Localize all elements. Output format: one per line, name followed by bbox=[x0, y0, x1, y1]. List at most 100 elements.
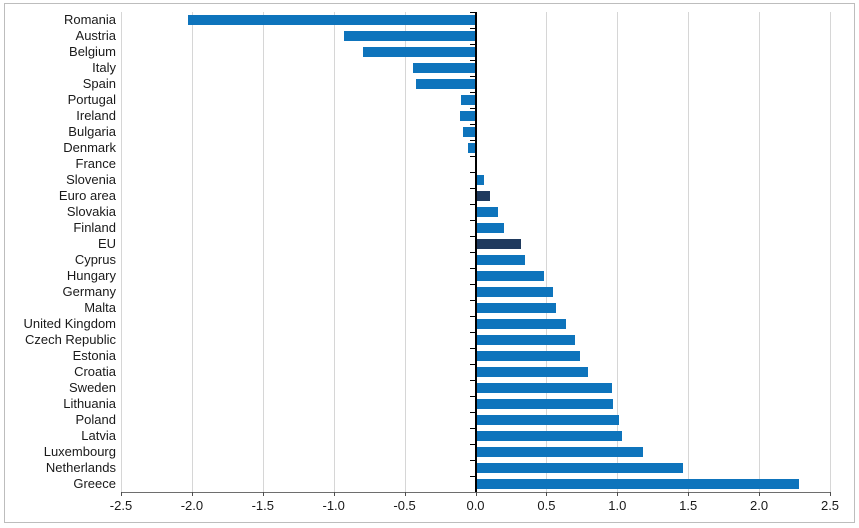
value-axis-tick-label: 1.0 bbox=[608, 498, 627, 513]
category-label: EU bbox=[97, 236, 116, 251]
category-label: Portugal bbox=[67, 92, 116, 107]
value-axis-tick-label: 0.5 bbox=[537, 498, 556, 513]
gridline bbox=[759, 12, 761, 492]
category-tick bbox=[469, 12, 475, 13]
bar bbox=[475, 303, 557, 313]
category-tick bbox=[469, 156, 475, 157]
category-label: Austria bbox=[75, 28, 116, 43]
gridline bbox=[617, 12, 619, 492]
value-axis-tick bbox=[830, 492, 831, 496]
value-axis-tick-label: 2.0 bbox=[750, 498, 769, 513]
category-tick bbox=[469, 428, 475, 429]
bar bbox=[475, 351, 581, 361]
category-tick bbox=[469, 444, 475, 445]
category-tick bbox=[469, 284, 475, 285]
gridline bbox=[191, 12, 193, 492]
category-tick bbox=[469, 60, 475, 61]
category-tick bbox=[469, 268, 475, 269]
bar bbox=[475, 463, 683, 473]
bar bbox=[475, 223, 504, 233]
bar bbox=[475, 415, 619, 425]
value-axis-tick-label: -2.0 bbox=[180, 498, 204, 513]
value-axis-tick-label: 2.5 bbox=[820, 498, 840, 513]
category-label: Slovakia bbox=[66, 204, 116, 219]
category-tick bbox=[469, 44, 475, 45]
value-axis-tick bbox=[617, 492, 619, 496]
value-axis-tick bbox=[759, 492, 761, 496]
category-tick bbox=[469, 460, 475, 461]
value-axis-tick bbox=[262, 492, 264, 496]
bar bbox=[475, 367, 588, 377]
bar bbox=[461, 95, 476, 105]
category-tick bbox=[469, 188, 475, 189]
value-axis-tick-label: 0.0 bbox=[466, 498, 485, 513]
value-axis-tick-label: -1.5 bbox=[251, 498, 274, 513]
bar bbox=[475, 191, 490, 201]
category-label: Latvia bbox=[81, 428, 116, 443]
bar bbox=[475, 399, 614, 409]
bar bbox=[468, 143, 476, 153]
bar bbox=[475, 383, 612, 393]
bar bbox=[462, 127, 476, 137]
category-label: Greece bbox=[73, 476, 116, 491]
category-label: Spain bbox=[82, 76, 116, 91]
category-label: United Kingdom bbox=[23, 316, 117, 331]
bar bbox=[475, 287, 554, 297]
value-axis-tick bbox=[121, 492, 122, 496]
value-axis-tick-label: -1.0 bbox=[322, 498, 345, 513]
gridline bbox=[333, 12, 335, 492]
bar bbox=[415, 79, 476, 89]
bar bbox=[475, 431, 622, 441]
category-label: Romania bbox=[63, 12, 116, 27]
category-label: Germany bbox=[62, 284, 116, 299]
bar bbox=[475, 319, 567, 329]
category-tick bbox=[469, 236, 475, 237]
category-tick bbox=[469, 28, 475, 29]
value-axis-tick bbox=[333, 492, 335, 496]
category-label: Slovenia bbox=[66, 172, 116, 187]
bar bbox=[459, 111, 476, 121]
bar bbox=[363, 47, 476, 57]
value-axis-tick-label: 1.5 bbox=[679, 498, 698, 513]
gridline bbox=[262, 12, 264, 492]
category-tick bbox=[469, 396, 475, 397]
category-label: Cyprus bbox=[74, 252, 116, 267]
gridline bbox=[688, 12, 690, 492]
bar bbox=[475, 271, 544, 281]
category-tick bbox=[469, 92, 475, 93]
category-label: Sweden bbox=[69, 380, 116, 395]
bar bbox=[343, 31, 476, 41]
category-label: Denmark bbox=[63, 140, 116, 155]
category-label: Netherlands bbox=[45, 460, 116, 475]
category-label: Ireland bbox=[76, 108, 116, 123]
value-axis-tick-label: -0.5 bbox=[393, 498, 416, 513]
value-axis-tick bbox=[546, 492, 548, 496]
category-label: Luxembourg bbox=[43, 444, 116, 459]
gridline bbox=[546, 12, 548, 492]
category-label: Finland bbox=[73, 220, 116, 235]
category-tick bbox=[469, 76, 475, 77]
category-tick bbox=[469, 140, 475, 141]
gridline bbox=[404, 12, 406, 492]
value-axis-tick bbox=[475, 492, 477, 496]
bar bbox=[475, 255, 526, 265]
value-axis-tick bbox=[191, 492, 193, 496]
category-tick bbox=[469, 172, 475, 173]
category-tick bbox=[469, 412, 475, 413]
bar bbox=[475, 239, 521, 249]
category-label: France bbox=[75, 156, 116, 171]
category-tick bbox=[469, 124, 475, 125]
bar bbox=[475, 335, 575, 345]
value-axis-tick bbox=[688, 492, 690, 496]
bar bbox=[187, 15, 476, 25]
value-axis-tick-label: -2.5 bbox=[109, 498, 133, 513]
category-tick bbox=[469, 220, 475, 221]
category-tick bbox=[469, 108, 475, 109]
category-label: Poland bbox=[75, 412, 116, 427]
category-label: Croatia bbox=[74, 364, 116, 379]
gridline bbox=[121, 12, 122, 492]
category-label: Hungary bbox=[66, 268, 116, 283]
bar bbox=[475, 447, 643, 457]
gridline bbox=[830, 12, 831, 492]
